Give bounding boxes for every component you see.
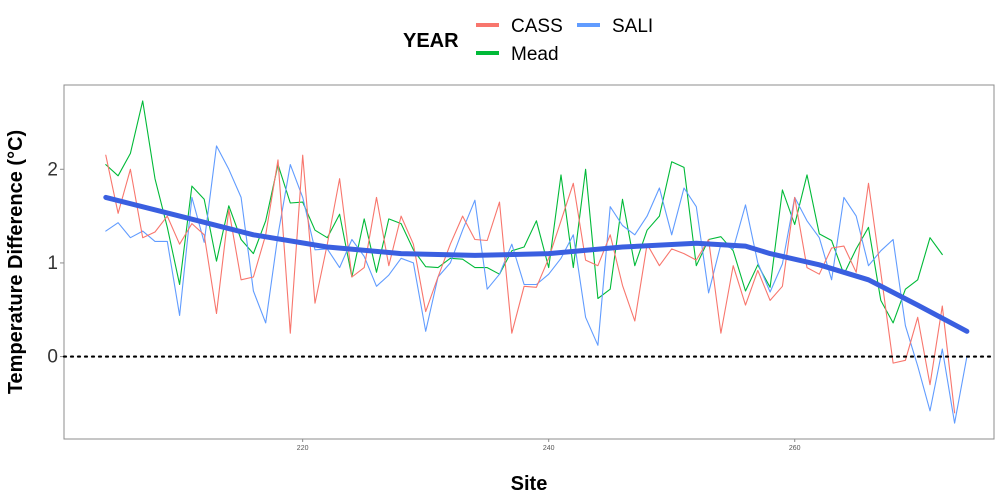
plot-area: 0 1 2 220 240 260	[47, 100, 996, 452]
legend: YEAR CASS SALI Mead	[403, 16, 653, 65]
legend-label-mead: Mead	[511, 44, 559, 65]
y-axis-title: Temperature Difference (°C)	[5, 130, 27, 394]
series-line-mead	[105, 100, 943, 324]
legend-title: YEAR	[403, 30, 459, 52]
x-tick-label: 240	[543, 445, 555, 452]
y-tick-label: 0	[47, 347, 58, 368]
plot-panel	[63, 84, 995, 440]
legend-label-sali: SALI	[612, 16, 653, 37]
series-line-cass	[105, 154, 956, 414]
smooth-trend-line	[103, 194, 970, 334]
y-tick-label: 1	[47, 253, 58, 274]
y-tick-label: 2	[47, 159, 58, 180]
legend-label-cass: CASS	[511, 16, 563, 37]
x-axis-title: Site	[511, 473, 548, 495]
x-tick-label: 220	[297, 445, 309, 452]
x-tick-label: 260	[789, 445, 801, 452]
series-line-sali	[105, 145, 968, 424]
